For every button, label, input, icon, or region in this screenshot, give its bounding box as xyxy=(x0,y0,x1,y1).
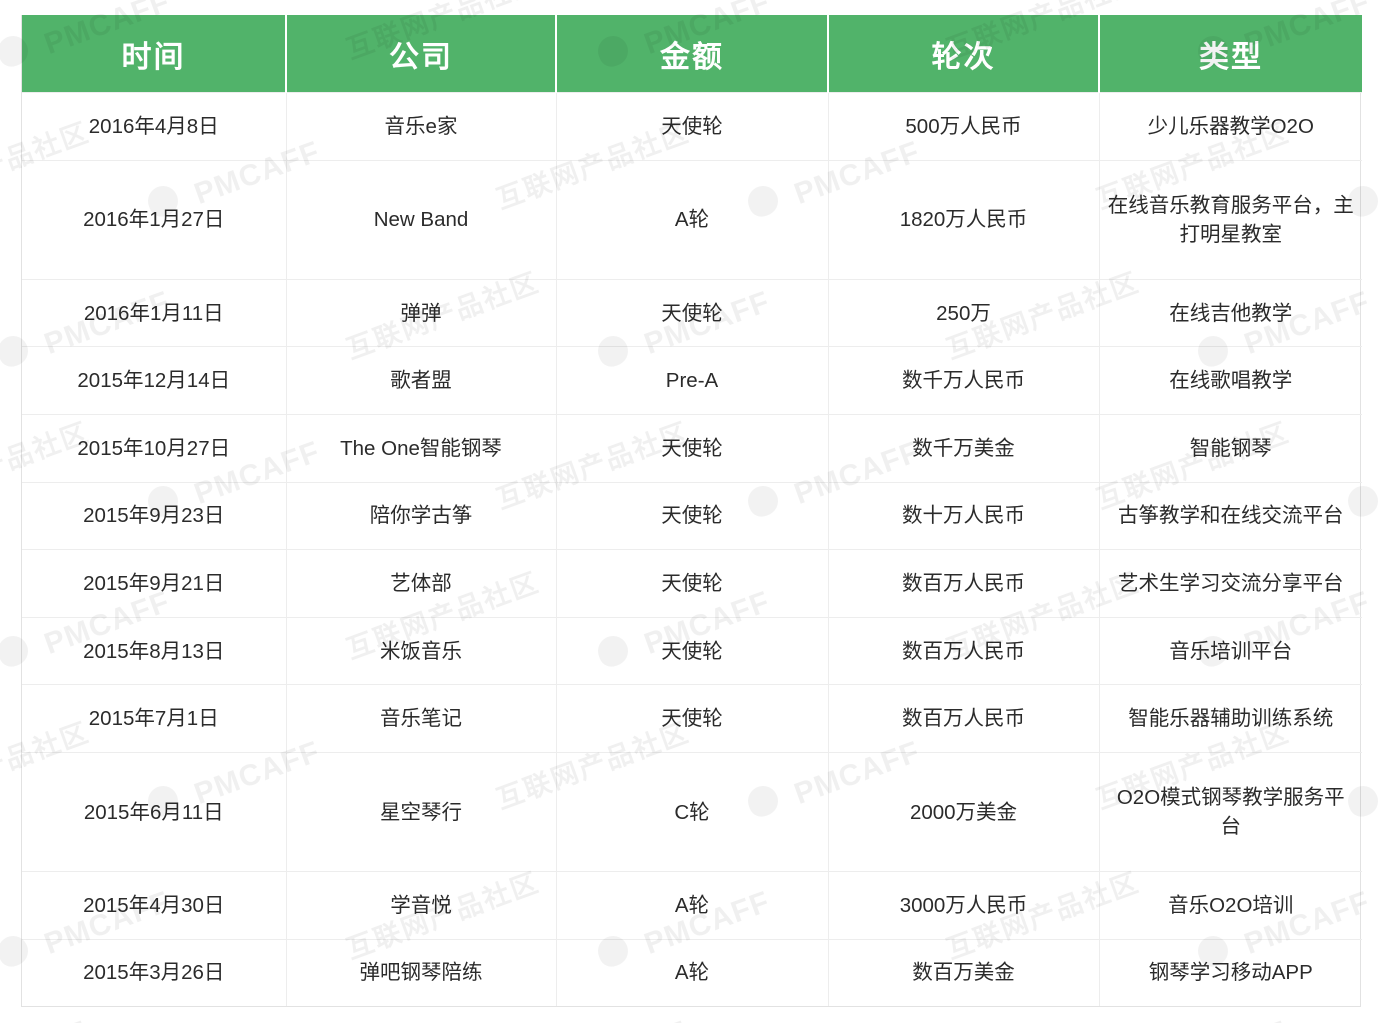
column-header-amount: 金额 xyxy=(556,15,829,93)
table-row: 2015年7月1日 音乐笔记 天使轮 数百万人民币 智能乐器辅助训练系统 xyxy=(22,684,1362,753)
cell-type: 音乐培训平台 xyxy=(1098,616,1362,686)
cell-type: 智能钢琴 xyxy=(1098,414,1362,483)
cell-round: 500万人民币 xyxy=(827,92,1100,161)
cell-amount: 天使轮 xyxy=(555,481,829,551)
table-body: 2016年4月8日 音乐e家 天使轮 500万人民币 少儿乐器教学O2O 2016年1月2… xyxy=(22,92,1362,1006)
cell-date: 2015年6月11日 xyxy=(22,751,287,873)
watermark-tagline-text: 互联网产品社区 xyxy=(1090,1011,1294,1023)
table-row: 2015年8月13日 米饭音乐 天使轮 数百万人民币 音乐培训平台 xyxy=(22,616,1362,686)
cell-round: 数千万人民币 xyxy=(827,346,1100,415)
cell-round: 数百万人民币 xyxy=(827,684,1100,753)
table-row: 2015年9月21日 艺体部 天使轮 数百万人民币 艺术生学习交流分享平台 xyxy=(22,549,1362,618)
cell-amount: 天使轮 xyxy=(555,684,829,753)
table-row: 2015年3月26日 弹吧钢琴陪练 A轮 数百万美金 钢琴学习移动APP xyxy=(22,938,1362,1006)
cell-round: 3000万人民币 xyxy=(827,871,1100,940)
cell-company: 艺体部 xyxy=(285,549,557,618)
table-row: 2015年12月14日 歌者盟 Pre-A 数千万人民币 在线歌唱教学 xyxy=(22,346,1362,415)
cell-type: 艺术生学习交流分享平台 xyxy=(1098,549,1362,618)
cell-type: 在线吉他教学 xyxy=(1098,278,1362,348)
cell-round: 数百万美金 xyxy=(827,938,1100,1006)
cell-date: 2015年3月26日 xyxy=(22,938,287,1006)
cell-round: 1820万人民币 xyxy=(827,159,1100,280)
cell-round: 数百万人民币 xyxy=(827,549,1100,618)
table-row: 2016年1月11日 弹弹 天使轮 250万 在线吉他教学 xyxy=(22,278,1362,348)
cell-round: 2000万美金 xyxy=(827,751,1100,873)
cell-company: 弹吧钢琴陪练 xyxy=(285,938,557,1006)
table-row: 2016年4月8日 音乐e家 天使轮 500万人民币 少儿乐器教学O2O xyxy=(22,92,1362,161)
cell-company: 音乐e家 xyxy=(285,92,557,161)
cell-type: 钢琴学习移动APP xyxy=(1098,938,1362,1006)
cell-type: 古筝教学和在线交流平台 xyxy=(1098,481,1362,551)
cell-date: 2015年7月1日 xyxy=(22,684,287,753)
cell-company: 弹弹 xyxy=(285,278,557,348)
cell-amount: A轮 xyxy=(555,938,829,1006)
cell-type: 少儿乐器教学O2O xyxy=(1098,92,1362,161)
cell-company: 学音悦 xyxy=(285,871,557,940)
table-header-row: 时间 公司 金额 轮次 类型 xyxy=(22,15,1362,93)
investment-table: 时间 公司 金额 轮次 类型 2016年4月8日 音乐e家 天使轮 500万人民币 少儿… xyxy=(22,15,1362,1006)
cell-amount: A轮 xyxy=(555,871,829,940)
watermark-tagline-text: 互联网产品社区 xyxy=(0,1011,94,1023)
cell-amount: C轮 xyxy=(555,751,829,873)
cell-company: 米饭音乐 xyxy=(285,616,557,686)
cell-round: 数千万美金 xyxy=(827,414,1100,483)
table-row: 2015年10月27日 The One智能钢琴 天使轮 数千万美金 智能钢琴 xyxy=(22,414,1362,483)
cell-type: 智能乐器辅助训练系统 xyxy=(1098,684,1362,753)
column-header-type: 类型 xyxy=(1099,15,1362,93)
cell-type: O2O模式钢琴教学服务平台 xyxy=(1098,751,1362,873)
cell-amount: 天使轮 xyxy=(555,616,829,686)
cell-date: 2016年4月8日 xyxy=(22,92,287,161)
cell-company: 陪你学古筝 xyxy=(285,481,557,551)
cell-amount: 天使轮 xyxy=(555,549,829,618)
table-row: 2015年4月30日 学音悦 A轮 3000万人民币 音乐O2O培训 xyxy=(22,871,1362,940)
table-header: 时间 公司 金额 轮次 类型 xyxy=(22,15,1362,93)
cell-amount: 天使轮 xyxy=(555,278,829,348)
cell-type: 在线歌唱教学 xyxy=(1098,346,1362,415)
cell-amount: A轮 xyxy=(555,159,829,280)
cell-date: 2016年1月11日 xyxy=(22,278,287,348)
column-header-round: 轮次 xyxy=(828,15,1100,93)
cell-date: 2015年4月30日 xyxy=(22,871,287,940)
table-row: 2016年1月27日 New Band A轮 1820万人民币 在线音乐教育服务平台，主… xyxy=(22,159,1362,280)
cell-company: 音乐笔记 xyxy=(285,684,557,753)
cell-date: 2016年1月27日 xyxy=(22,159,287,280)
cell-amount: 天使轮 xyxy=(555,414,829,483)
cell-round: 数百万人民币 xyxy=(827,616,1100,686)
table-row: 2015年6月11日 星空琴行 C轮 2000万美金 O2O模式钢琴教学服务平台 xyxy=(22,751,1362,873)
column-header-company: 公司 xyxy=(286,15,557,93)
cell-round: 250万 xyxy=(827,278,1100,348)
cell-type: 音乐O2O培训 xyxy=(1098,871,1362,940)
cell-date: 2015年9月23日 xyxy=(22,481,287,551)
cell-company: The One智能钢琴 xyxy=(285,414,557,483)
investment-table-container: 时间 公司 金额 轮次 类型 2016年4月8日 音乐e家 天使轮 500万人民币 少儿… xyxy=(21,15,1362,1007)
cell-date: 2015年8月13日 xyxy=(22,616,287,686)
cell-company: New Band xyxy=(285,159,557,280)
column-header-date: 时间 xyxy=(22,15,287,93)
cell-date: 2015年12月14日 xyxy=(22,346,287,415)
table-row: 2015年9月23日 陪你学古筝 天使轮 数十万人民币 古筝教学和在线交流平台 xyxy=(22,481,1362,551)
cell-round: 数十万人民币 xyxy=(827,481,1100,551)
cell-amount: Pre-A xyxy=(555,346,829,415)
cell-amount: 天使轮 xyxy=(555,92,829,161)
cell-company: 星空琴行 xyxy=(285,751,557,873)
watermark-tagline-text: 互联网产品社区 xyxy=(490,1011,694,1023)
cell-date: 2015年10月27日 xyxy=(22,414,287,483)
cell-company: 歌者盟 xyxy=(285,346,557,415)
cell-type: 在线音乐教育服务平台，主打明星教室 xyxy=(1098,159,1362,280)
cell-date: 2015年9月21日 xyxy=(22,549,287,618)
